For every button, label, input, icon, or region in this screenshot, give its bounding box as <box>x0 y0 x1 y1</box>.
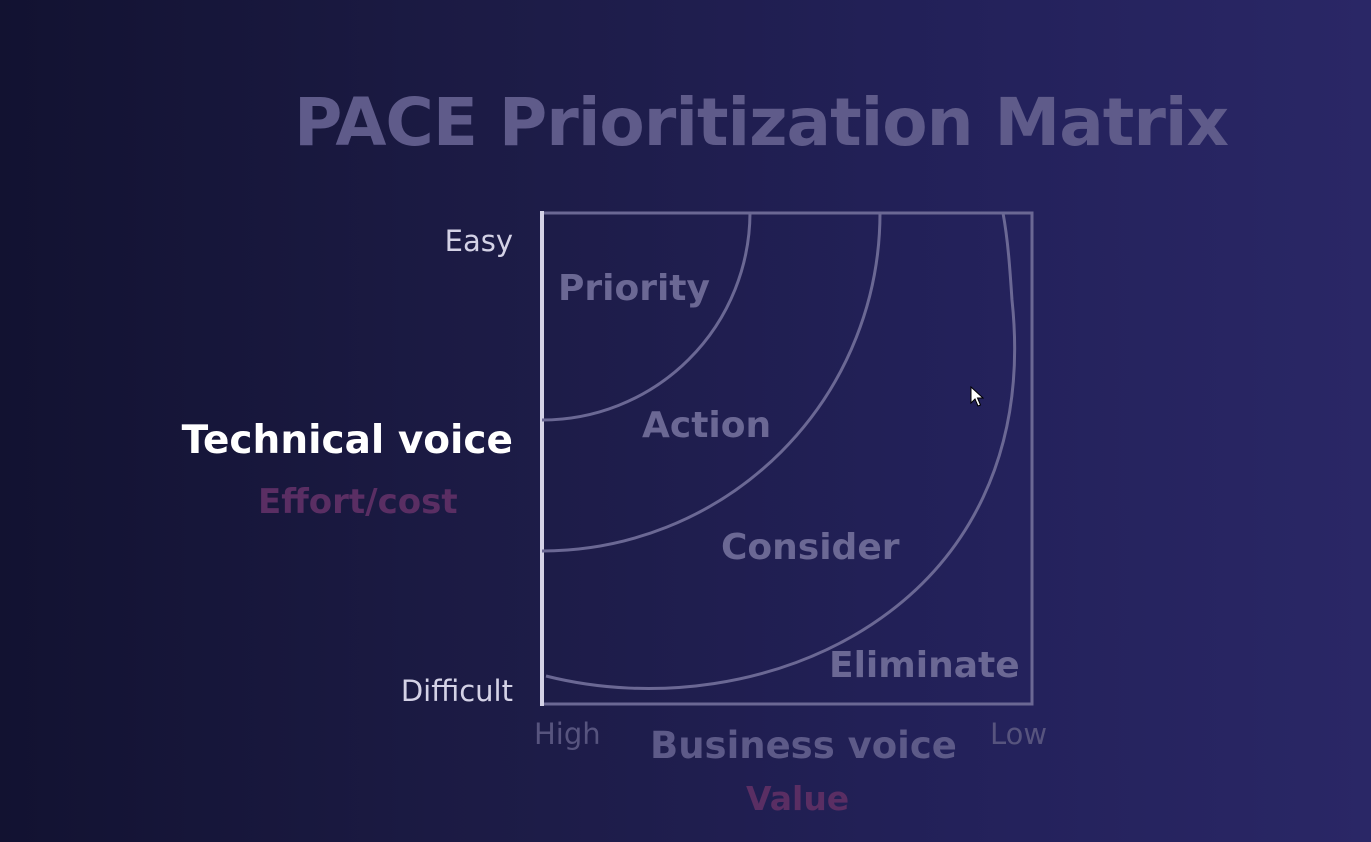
y-axis-title: Technical voice <box>181 418 513 463</box>
x-axis-right-label: Low <box>990 717 1048 751</box>
y-axis-top-label: Easy <box>444 224 513 258</box>
y-axis-bottom-label: Difficult <box>400 674 513 708</box>
y-axis-subtitle: Effort/cost <box>258 482 458 522</box>
matrix-frame <box>542 211 1034 706</box>
zone-priority: Priority <box>558 268 710 309</box>
zone-action: Action <box>642 405 772 446</box>
x-axis-subtitle: Value <box>746 779 850 818</box>
zone-consider: Consider <box>721 527 900 568</box>
priority-arc <box>541 212 752 422</box>
zone-eliminate: Eliminate <box>829 645 1020 686</box>
mouse-cursor-icon <box>970 386 984 407</box>
page-title: PACE Prioritization Matrix <box>294 84 1229 161</box>
x-axis-left-label: High <box>534 717 601 751</box>
consider-arc <box>545 212 1016 690</box>
action-arc <box>541 212 882 553</box>
x-axis-title: Business voice <box>650 724 957 767</box>
